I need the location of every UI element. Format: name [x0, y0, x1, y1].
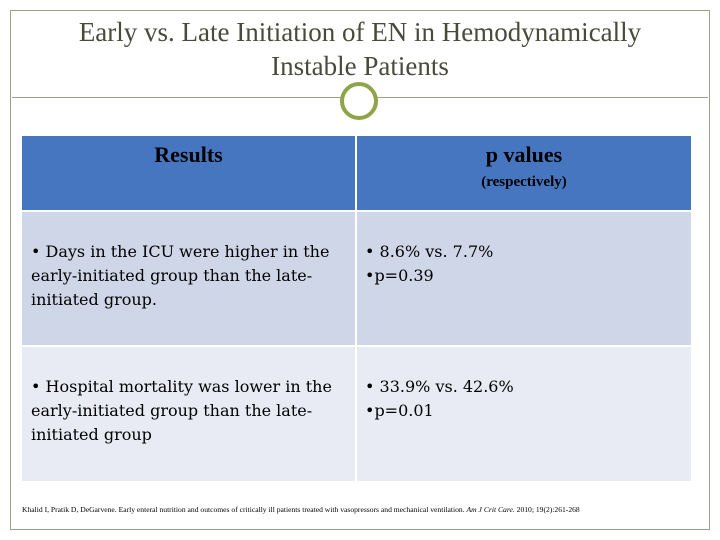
header-cell-p-values: p values (respectively): [357, 136, 691, 210]
decorative-ring-icon: [340, 82, 378, 120]
citation-ref: 2010; 19(2):261-268: [514, 505, 580, 514]
slide-frame: [10, 10, 710, 530]
result-text-line: initiated group.: [31, 290, 158, 309]
slide-title: Early vs. Late Initiation of EN in Hemod…: [12, 12, 708, 98]
header-p-values-sublabel: (respectively): [481, 174, 567, 190]
title-line-1: Early vs. Late Initiation of EN in Hemod…: [78, 17, 642, 47]
result-cell: • Hospital mortality was lower in the ea…: [22, 347, 355, 481]
header-cell-results: Results: [22, 136, 355, 210]
result-text-line: early-initiated group than the late-: [31, 266, 313, 285]
result-text-line: initiated group: [31, 425, 152, 444]
header-results-label: Results: [154, 142, 223, 167]
citation-journal: Am J Crit Care.: [466, 505, 515, 514]
result-text-line: • Hospital mortality was lower in the: [31, 377, 332, 396]
p-value-text-line: •p=0.39: [365, 266, 434, 285]
header-p-values-label: p values: [485, 142, 563, 167]
citation: Khalid I, Pratik D, DeGarvene. Early ent…: [22, 505, 712, 515]
table-header-row: Results p values (respectively): [22, 136, 691, 210]
table-row: • Hospital mortality was lower in the ea…: [22, 347, 691, 481]
table-row: • Days in the ICU were higher in the ear…: [22, 212, 691, 345]
title-line-2: Instable Patients: [271, 51, 449, 81]
citation-text: Khalid I, Pratik D, DeGarvene. Early ent…: [22, 505, 467, 514]
p-value-text-line: •p=0.01: [365, 401, 434, 420]
p-value-text-line: • 8.6% vs. 7.7%: [365, 242, 494, 261]
result-text-line: early-initiated group than the late-: [31, 401, 313, 420]
result-cell: • Days in the ICU were higher in the ear…: [22, 212, 355, 345]
result-text-line: • Days in the ICU were higher in the: [31, 242, 330, 261]
p-value-cell: • 33.9% vs. 42.6% •p=0.01: [357, 347, 691, 481]
p-value-cell: • 8.6% vs. 7.7% •p=0.39: [357, 212, 691, 345]
p-value-text-line: • 33.9% vs. 42.6%: [365, 377, 514, 396]
